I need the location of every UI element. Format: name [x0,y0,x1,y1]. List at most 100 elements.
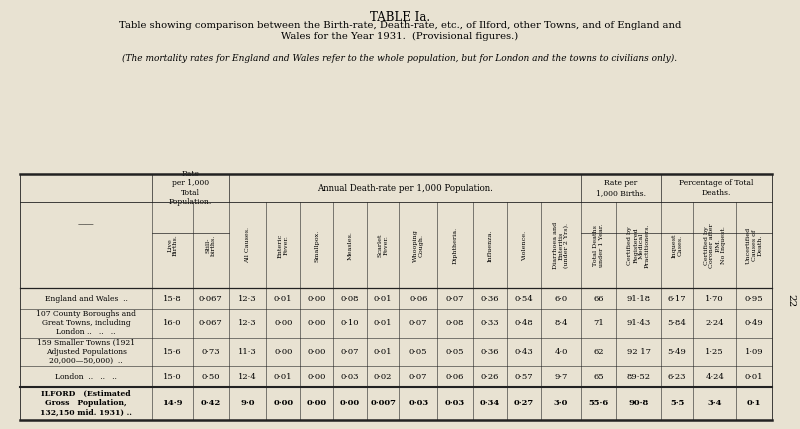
Text: 0·06: 0·06 [446,372,464,381]
Text: 62: 62 [594,348,604,356]
Text: 6·17: 6·17 [668,295,686,303]
Text: 0·06: 0·06 [409,295,427,303]
Text: 8·4: 8·4 [554,319,568,327]
Text: 0·00: 0·00 [274,319,292,327]
Text: 0·07: 0·07 [409,372,427,381]
Text: 0·07: 0·07 [341,348,359,356]
Text: 15·8: 15·8 [163,295,182,303]
Text: 0·00: 0·00 [307,295,326,303]
Text: 0·07: 0·07 [446,295,464,303]
Text: Violence.: Violence. [522,230,526,260]
Text: 89·52: 89·52 [626,372,650,381]
Text: 0·08: 0·08 [446,319,464,327]
Text: 0·03: 0·03 [408,399,428,407]
Text: 12·3: 12·3 [238,319,257,327]
Text: Inquest
Cases.: Inquest Cases. [672,233,682,258]
Text: All Causes.: All Causes. [245,227,250,263]
Text: 4·0: 4·0 [554,348,568,356]
Text: 0·00: 0·00 [306,399,326,407]
Text: Enteric
Fever.: Enteric Fever. [278,233,289,257]
Text: 0·02: 0·02 [374,372,392,381]
Text: 2·24: 2·24 [706,319,724,327]
Text: 0·27: 0·27 [514,399,534,407]
Text: 0·067: 0·067 [198,319,222,327]
Text: 6·23: 6·23 [668,372,686,381]
Text: 0·01: 0·01 [274,295,293,303]
Text: Table showing comparison between the Birth-rate, Death-rate, etc., of Ilford, ot: Table showing comparison between the Bir… [119,21,681,41]
Text: 0·08: 0·08 [341,295,359,303]
Text: 90·8: 90·8 [629,399,649,407]
Text: 65: 65 [594,372,604,381]
Text: Total Deaths
under 1 Year.: Total Deaths under 1 Year. [593,224,604,267]
Text: 0·1: 0·1 [747,399,762,407]
Text: 15·6: 15·6 [163,348,182,356]
Text: 0·05: 0·05 [409,348,427,356]
Text: 0·48: 0·48 [515,319,534,327]
Text: 0·00: 0·00 [307,319,326,327]
Text: (The mortality rates for England and Wales refer to the whole population, but fo: (The mortality rates for England and Wal… [122,54,678,63]
Text: 0·03: 0·03 [445,399,465,407]
Text: 0·36: 0·36 [481,348,499,356]
Text: 14·9: 14·9 [162,399,182,407]
Text: 0·42: 0·42 [201,399,221,407]
Text: 0·43: 0·43 [515,348,534,356]
Text: 91·43: 91·43 [626,319,651,327]
Text: 9·0: 9·0 [240,399,254,407]
Text: 16·0: 16·0 [163,319,182,327]
Text: Rate
per 1,000
Total
Population.: Rate per 1,000 Total Population. [169,170,212,206]
Text: Live
Births.: Live Births. [167,235,178,256]
Text: 15·0: 15·0 [163,372,182,381]
Text: 107 County Boroughs and
Great Towns, including
London ..   ..   ..: 107 County Boroughs and Great Towns, inc… [36,310,136,336]
Text: Influenza.: Influenza. [487,229,493,262]
Text: 0·01: 0·01 [745,372,763,381]
Text: 0·10: 0·10 [341,319,359,327]
Text: ——: —— [78,220,94,228]
Text: 66: 66 [594,295,604,303]
Text: 0·73: 0·73 [202,348,220,356]
Text: 0·95: 0·95 [745,295,763,303]
Text: 5·49: 5·49 [668,348,686,356]
Text: 12·3: 12·3 [238,295,257,303]
Text: 0·49: 0·49 [745,319,763,327]
Text: 0·00: 0·00 [273,399,294,407]
Text: 0·50: 0·50 [202,372,220,381]
Text: 22: 22 [786,294,795,307]
Text: 3·0: 3·0 [554,399,568,407]
Text: London  ..   ..   ..: London .. .. .. [55,372,117,381]
Text: Diphtheria.: Diphtheria. [453,227,458,264]
Text: 1·25: 1·25 [706,348,724,356]
Text: 0·007: 0·007 [370,399,396,407]
Text: 0·00: 0·00 [307,348,326,356]
Text: Percentage of Total
Deaths.: Percentage of Total Deaths. [679,179,754,196]
Text: 0·01: 0·01 [374,295,393,303]
Text: 4·24: 4·24 [706,372,724,381]
Text: 0·03: 0·03 [341,372,359,381]
Text: 5·5: 5·5 [670,399,684,407]
Text: Measles.: Measles. [347,231,352,260]
Text: 3·4: 3·4 [707,399,722,407]
Text: 91·18: 91·18 [626,295,650,303]
Text: 92 17: 92 17 [626,348,650,356]
Text: 0·36: 0·36 [481,295,499,303]
Text: 0·01: 0·01 [374,319,393,327]
Text: Smallpox.: Smallpox. [314,230,319,262]
Text: TABLE Ia.: TABLE Ia. [370,11,430,24]
Text: ILFORD   (Estimated
Gross   Population,
132,150 mid. 1931) ..: ILFORD (Estimated Gross Population, 132,… [40,390,132,417]
Text: 0·34: 0·34 [480,399,500,407]
Text: 1·09: 1·09 [745,348,763,356]
Text: 0·00: 0·00 [340,399,360,407]
Text: 0·01: 0·01 [274,372,293,381]
Text: 55·6: 55·6 [589,399,609,407]
Text: 159 Smaller Towns (1921
Adjusted Populations
20,000—50,000)  ..: 159 Smaller Towns (1921 Adjusted Populat… [37,339,135,365]
Text: Certified by
Coroner after
P.M.
No Inquest.: Certified by Coroner after P.M. No Inque… [703,223,726,268]
Text: 0·01: 0·01 [374,348,393,356]
Text: 11·3: 11·3 [238,348,257,356]
Text: 12·4: 12·4 [238,372,257,381]
Text: Still-
births.: Still- births. [205,235,216,256]
Text: 0·00: 0·00 [307,372,326,381]
Text: 1·70: 1·70 [706,295,724,303]
Text: 9·7: 9·7 [554,372,568,381]
Text: 0·05: 0·05 [446,348,464,356]
Text: England and Wales  ..: England and Wales .. [45,295,128,303]
Text: Annual Death-rate per 1,000 Population.: Annual Death-rate per 1,000 Population. [317,184,493,193]
